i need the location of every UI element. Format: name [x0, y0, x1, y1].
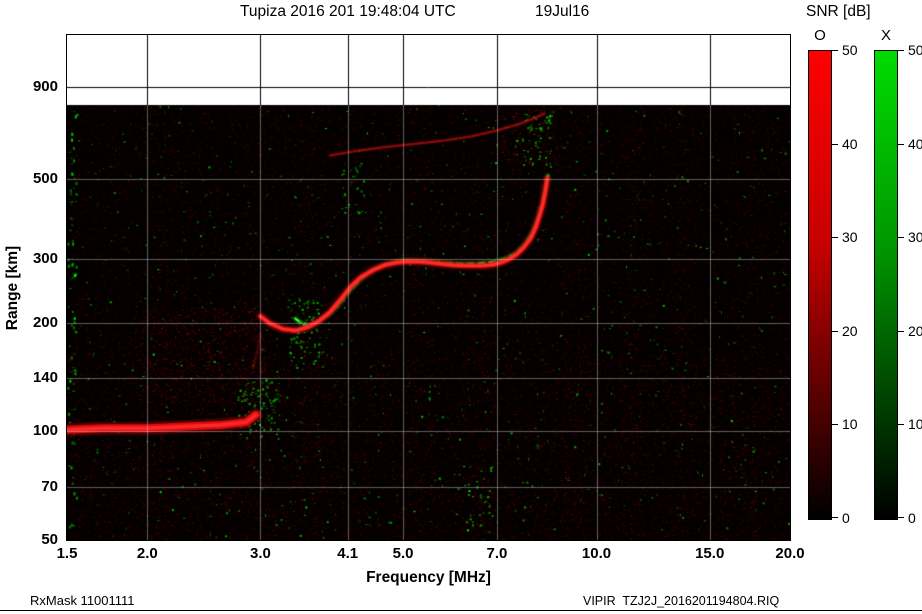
x-tick-label: 2.0	[136, 545, 158, 562]
colorbar-tick-label: 30	[908, 229, 922, 246]
x-tick-label: 5.0	[392, 545, 414, 562]
colorbar-tick-mark	[898, 143, 904, 145]
colorbar-tick-mark	[832, 517, 838, 518]
colorbar-tick-mark	[832, 330, 838, 332]
y-tick-label: 200	[32, 313, 58, 331]
bottom-divider	[0, 610, 922, 611]
colorbar-tick-mark	[832, 143, 838, 145]
x-tick-label: 15.0	[695, 545, 725, 562]
x-axis-tick-labels: 1.5 2.0 3.0 4.1 5.0 7.0 10.0 15.0 20.0	[57, 545, 805, 563]
colorbar-tick-label: 10	[842, 416, 858, 433]
plot-title: Tupiza 2016 201 19:48:04 UTC	[240, 3, 456, 20]
x-tick-label: 7.0	[486, 545, 508, 562]
colorbar-tick-label: 40	[842, 135, 858, 152]
y-tick-label: 500	[32, 169, 58, 187]
colorbar-x-gradient	[874, 50, 898, 520]
colorbar-tick-mark	[898, 330, 904, 332]
colorbar-tick-mark	[898, 424, 904, 426]
colorbar-tick-label: 40	[908, 135, 922, 152]
y-tick-label: 100	[32, 422, 58, 440]
rx-mask-label: RxMask 11001111	[30, 593, 135, 608]
x-tick-label: 4.1	[337, 545, 359, 562]
colorbar-tick-label: 10	[908, 416, 922, 433]
ionogram-plot-frame	[66, 34, 791, 541]
colorbar-tick-label: 20	[842, 322, 858, 339]
y-tick-label: 140	[32, 369, 58, 387]
colorbar-tick-label: 30	[842, 229, 858, 246]
y-tick-label: 300	[32, 249, 58, 267]
data-file-label: VIPIR TZJ2J_2016201194804.RIQ	[583, 594, 780, 608]
colorbar-tick-label: 50	[908, 42, 922, 58]
colorbar-tick-label: 20	[908, 322, 922, 339]
y-axis-title: Range [km]	[4, 245, 21, 331]
colorbar-o-ticks: 50 40 30 20 10 0	[831, 42, 875, 526]
x-tick-label: 1.5	[56, 545, 78, 562]
colorbar-x-ticks: 50 40 30 20 10 0	[897, 42, 922, 526]
colorbar-o-label: O	[814, 27, 826, 44]
colorbar-tick-mark	[832, 237, 838, 239]
x-axis-title: Frequency [MHz]	[366, 569, 491, 586]
colorbar-tick-label: 0	[842, 510, 850, 526]
colorbar-tick-mark	[832, 424, 838, 426]
x-tick-label: 10.0	[581, 545, 612, 562]
colorbar-tick-mark	[832, 50, 838, 51]
x-tick-label: 20.0	[775, 545, 805, 562]
colorbar-tick-label: 50	[842, 42, 858, 58]
y-axis-tick-labels: 900 500 300 200 140 100 70 50	[0, 35, 58, 548]
colorbar-tick-mark	[898, 50, 904, 51]
x-tick-label: 3.0	[250, 545, 271, 562]
colorbar-tick-label: 0	[908, 510, 916, 526]
colorbar-tick-mark	[898, 237, 904, 239]
ionogram-canvas	[67, 35, 790, 540]
y-tick-label: 50	[41, 531, 58, 548]
snr-units-label: SNR [dB]	[806, 3, 871, 20]
y-tick-label: 70	[41, 478, 58, 496]
y-tick-label: 900	[32, 77, 58, 95]
colorbar-tick-mark	[898, 517, 904, 518]
colorbar-x-label: X	[880, 27, 891, 44]
plot-date-label: 19Jul16	[535, 3, 590, 20]
colorbar-o-gradient	[808, 50, 832, 520]
